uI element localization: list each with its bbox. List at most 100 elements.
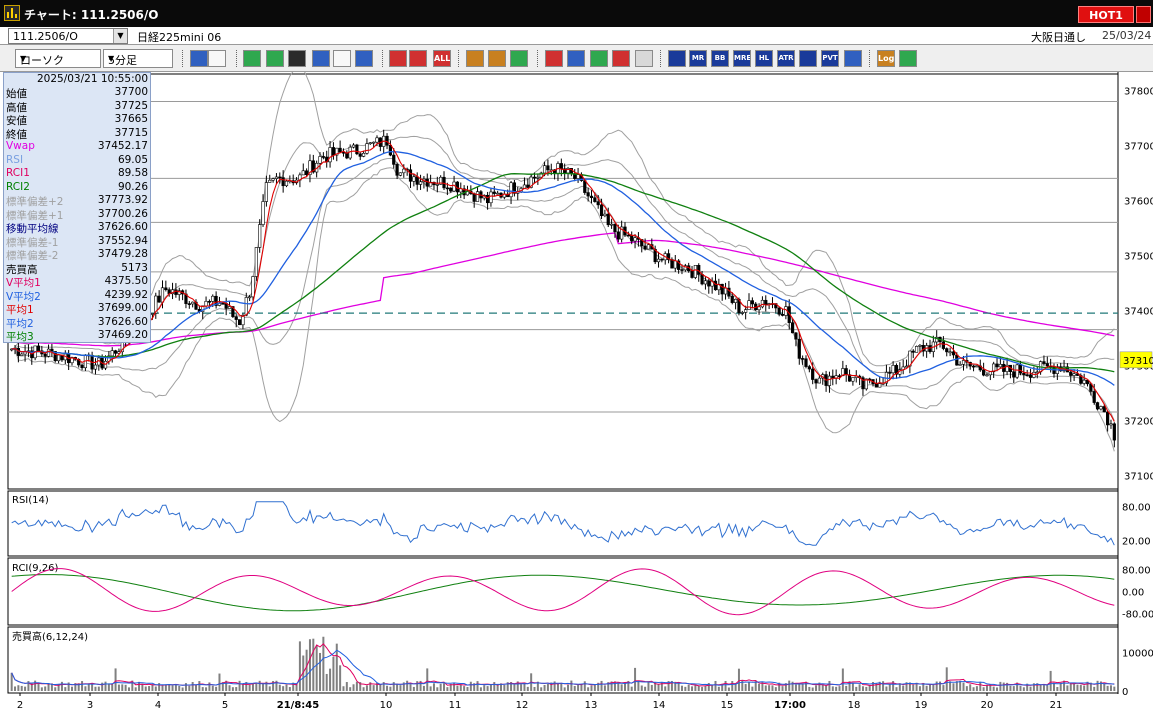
candle-body	[814, 379, 818, 384]
volume-bar	[141, 683, 144, 691]
width-expand-icon[interactable]	[409, 50, 427, 67]
import-icon[interactable]	[545, 50, 563, 67]
pencil-icon[interactable]	[243, 50, 261, 67]
candle-body	[177, 290, 181, 295]
split-icon[interactable]	[208, 50, 226, 67]
chart-type-select[interactable]: ローソク ▼	[15, 49, 101, 68]
volume-bar	[496, 685, 499, 691]
bar-icon[interactable]	[590, 50, 608, 67]
volume-bar	[154, 686, 157, 691]
volume-bar	[67, 682, 70, 691]
candle-body	[1005, 364, 1009, 372]
hot-badge[interactable]: HOT1	[1078, 6, 1134, 23]
volume-bar	[295, 683, 298, 691]
cursor-icon[interactable]	[288, 50, 306, 67]
volume-bar	[1073, 682, 1076, 691]
candle-body	[425, 178, 429, 187]
candle-body	[747, 300, 751, 310]
candle-body	[214, 295, 218, 306]
volume-bar	[174, 684, 177, 691]
info-row-value: 4375.50	[104, 275, 148, 287]
width-icon[interactable]	[389, 50, 407, 67]
ma-long-line	[11, 172, 1115, 373]
volume-bar	[868, 685, 871, 691]
candle-body	[489, 191, 493, 204]
window-close-button[interactable]	[1136, 6, 1151, 23]
mr-icon[interactable]: MR	[689, 50, 707, 67]
code-value: 111.2506/O	[13, 30, 78, 43]
volume-bar	[878, 681, 881, 691]
atr-icon[interactable]: ATR	[777, 50, 795, 67]
color-icon[interactable]	[510, 50, 528, 67]
box-icon[interactable]	[844, 50, 862, 67]
candle-body	[613, 223, 617, 233]
candle-body	[740, 312, 744, 314]
all-icon[interactable]: ALL	[433, 50, 451, 67]
zoom-icon[interactable]	[567, 50, 585, 67]
volume-bar	[453, 682, 456, 691]
cross-icon[interactable]	[612, 50, 630, 67]
code-select[interactable]: 111.2506/O ▼	[8, 28, 128, 44]
candle-body	[472, 193, 476, 202]
info-row-label: V平均2	[6, 290, 41, 303]
volume-bar	[737, 668, 740, 691]
settings-icon[interactable]	[466, 50, 484, 67]
chart-area[interactable]: 3780037700376003750037400373003720037100…	[0, 72, 1153, 715]
wrench-icon[interactable]	[488, 50, 506, 67]
volume-bar	[731, 681, 734, 691]
volume-bar	[191, 682, 194, 691]
price-tick-label: 37700	[1124, 141, 1153, 152]
candle-body	[264, 182, 268, 202]
candle-body	[807, 366, 811, 370]
volume-bar	[272, 680, 275, 691]
note-icon[interactable]	[333, 50, 351, 67]
bb-icon[interactable]: BB	[711, 50, 729, 67]
info-row-label: RSI	[6, 153, 24, 166]
export-icon[interactable]	[899, 50, 917, 67]
interval-select[interactable]: 5分足 ▼	[103, 49, 173, 68]
info-row: 標準偏差+2 37773.92	[4, 194, 150, 208]
candle-body	[790, 322, 795, 334]
mre-icon[interactable]: MRE	[733, 50, 751, 67]
candle-body	[948, 351, 952, 354]
candle-body	[398, 172, 403, 176]
candle-body	[1102, 406, 1106, 413]
x-axis-label: 20	[981, 700, 994, 711]
candle-body	[744, 309, 748, 313]
volume-bar	[808, 686, 811, 691]
volume-bar	[855, 686, 858, 691]
candle-body	[361, 152, 366, 157]
volume-bar	[724, 680, 727, 691]
hl-icon[interactable]: HL	[755, 50, 773, 67]
vwap-line	[11, 232, 1115, 347]
candle-body	[56, 354, 61, 362]
volume-bar	[915, 682, 918, 691]
candle-body	[20, 353, 24, 356]
chevron-down-icon[interactable]: ▼	[113, 29, 127, 43]
volume-bar	[251, 684, 254, 691]
volume-bar	[1113, 686, 1116, 691]
volume-bar	[845, 685, 848, 691]
candle-body	[1028, 374, 1033, 378]
candle-body	[375, 137, 379, 143]
undo-icon[interactable]	[312, 50, 330, 67]
candle-body	[734, 298, 738, 303]
draw-icon[interactable]	[266, 50, 284, 67]
volume-bar	[567, 684, 570, 691]
disabled-icon[interactable]	[635, 50, 653, 67]
info-row: RCI1 89.58	[4, 167, 150, 181]
pb-icon[interactable]	[799, 50, 817, 67]
search-icon[interactable]	[190, 50, 208, 67]
volume-bar	[466, 686, 469, 691]
volume-bar	[996, 687, 999, 691]
volume-bar	[520, 684, 523, 691]
candle-body	[43, 353, 47, 357]
ma-icon[interactable]	[668, 50, 686, 67]
pvt-icon[interactable]: PVT	[821, 50, 839, 67]
info-bar: 111.2506/O ▼ 日経225mini 06 大阪日通し 25/03/24	[0, 27, 1153, 45]
candle-body	[609, 223, 614, 226]
trash-icon[interactable]	[355, 50, 373, 67]
volume-bar	[332, 656, 335, 691]
log-icon[interactable]: Log	[877, 50, 895, 67]
x-axis-label: 10	[380, 700, 393, 711]
